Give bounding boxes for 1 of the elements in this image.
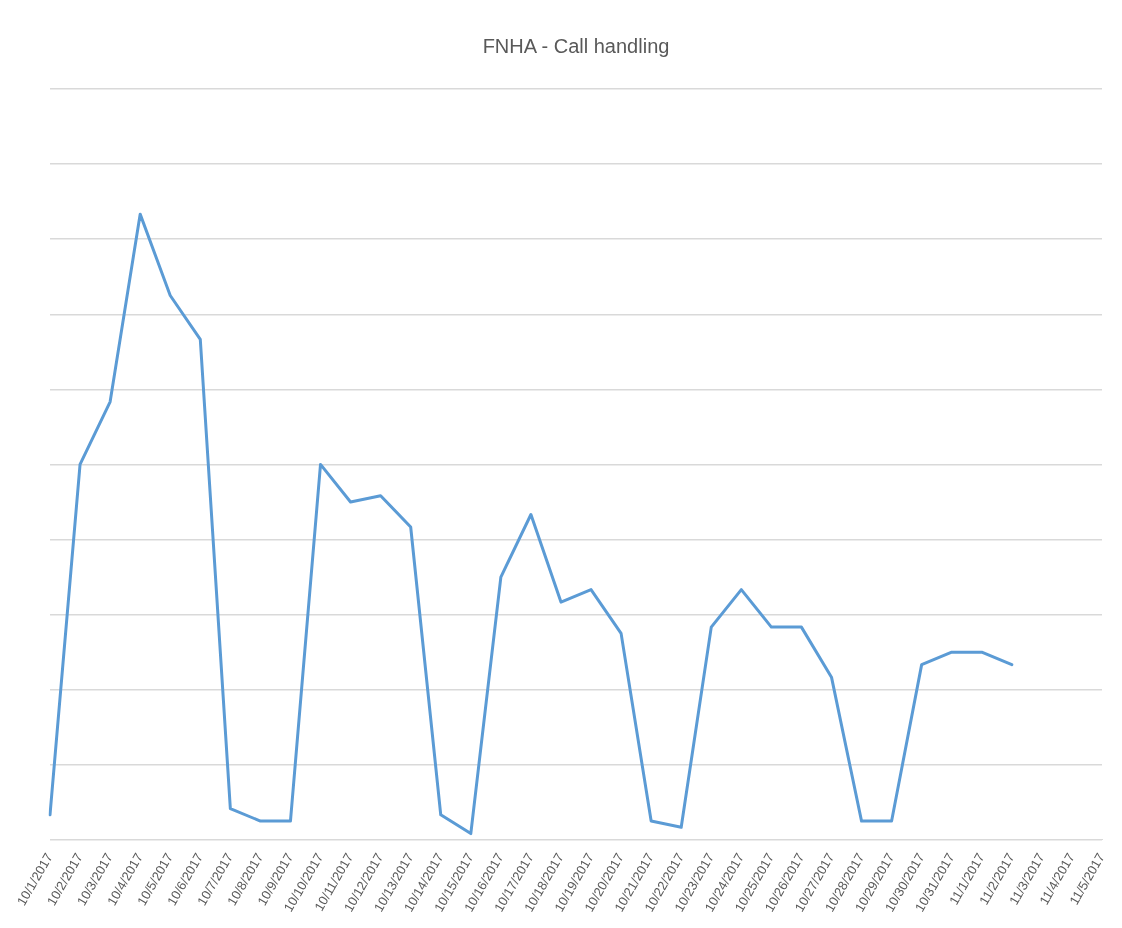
chart-title: FNHA - Call handling xyxy=(482,34,670,57)
